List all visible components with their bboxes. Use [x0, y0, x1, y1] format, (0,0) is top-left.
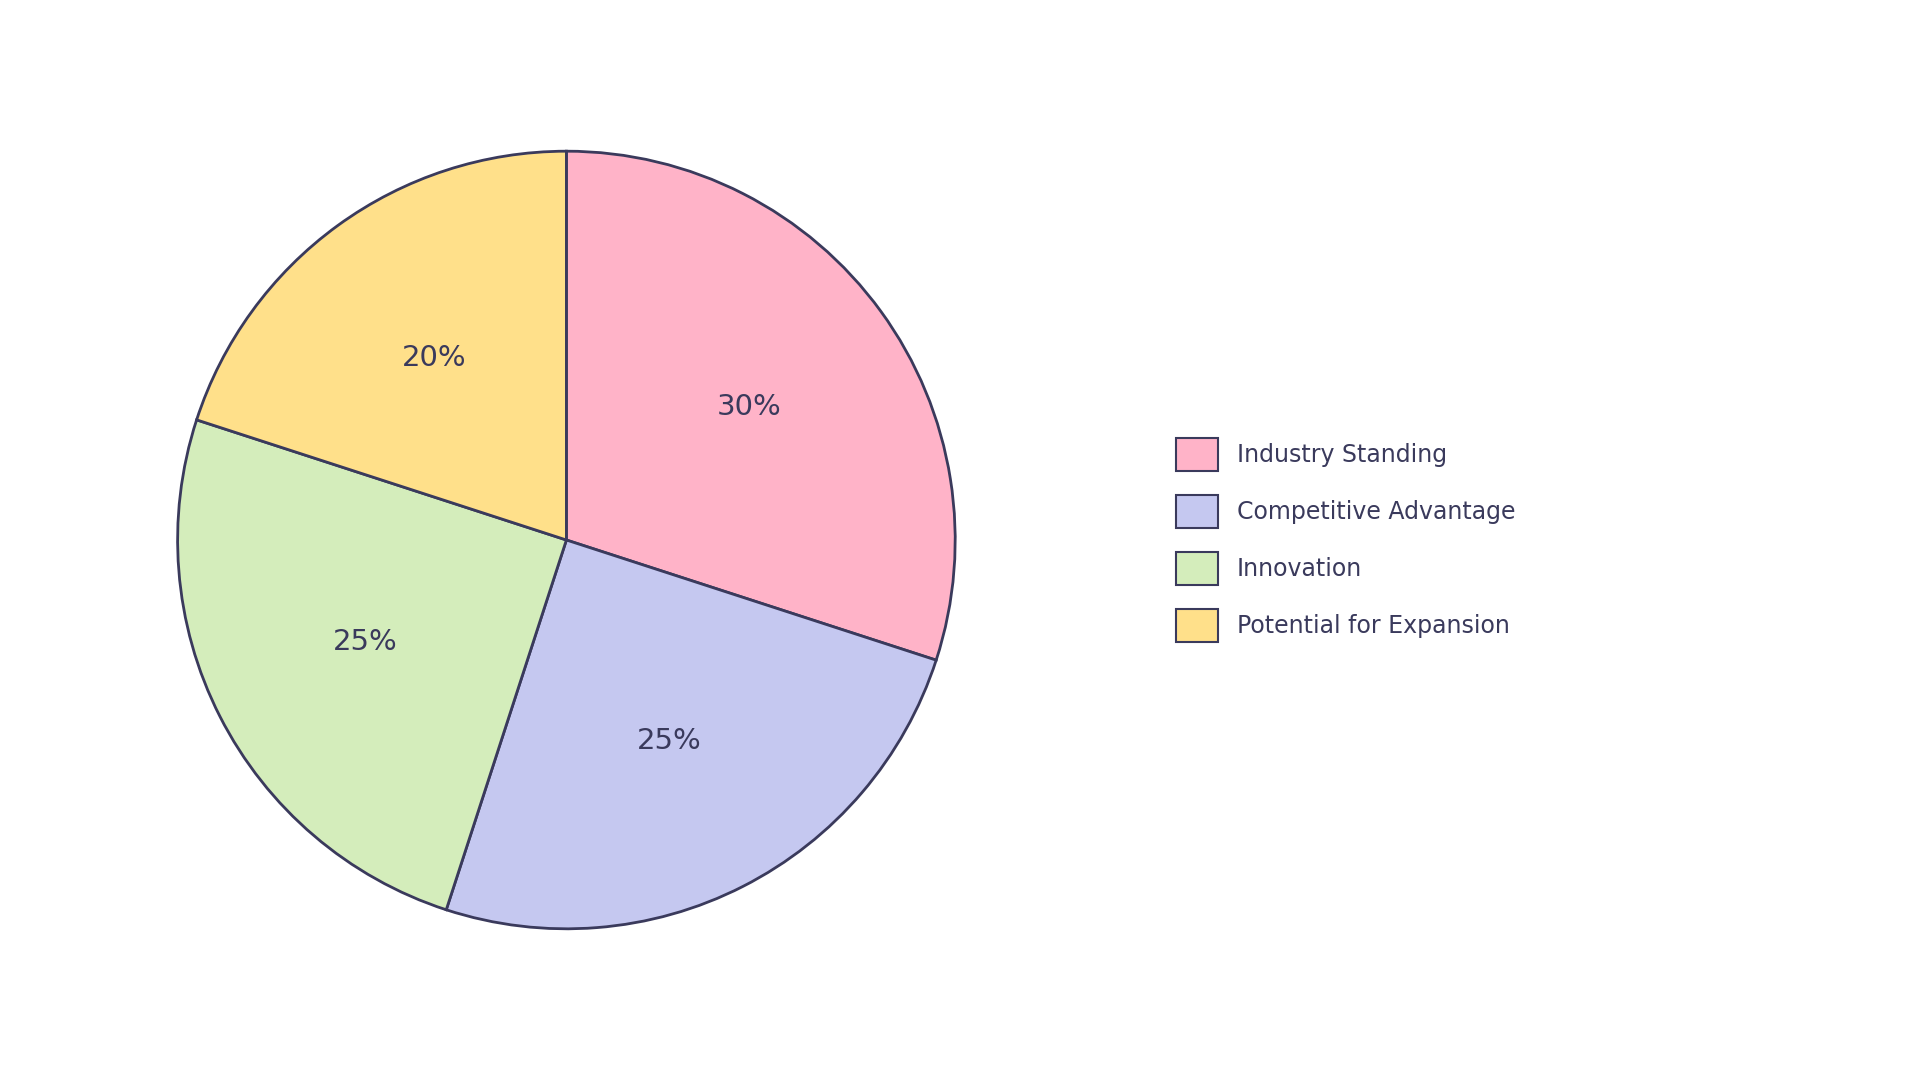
Legend: Industry Standing, Competitive Advantage, Innovation, Potential for Expansion: Industry Standing, Competitive Advantage… [1164, 426, 1526, 654]
Text: 25%: 25% [636, 727, 701, 755]
Text: 20%: 20% [401, 343, 467, 372]
Text: 30%: 30% [716, 393, 781, 421]
Wedge shape [196, 151, 566, 540]
Wedge shape [179, 420, 566, 909]
Text: 25%: 25% [332, 629, 397, 657]
Wedge shape [566, 151, 954, 660]
Wedge shape [445, 540, 937, 929]
